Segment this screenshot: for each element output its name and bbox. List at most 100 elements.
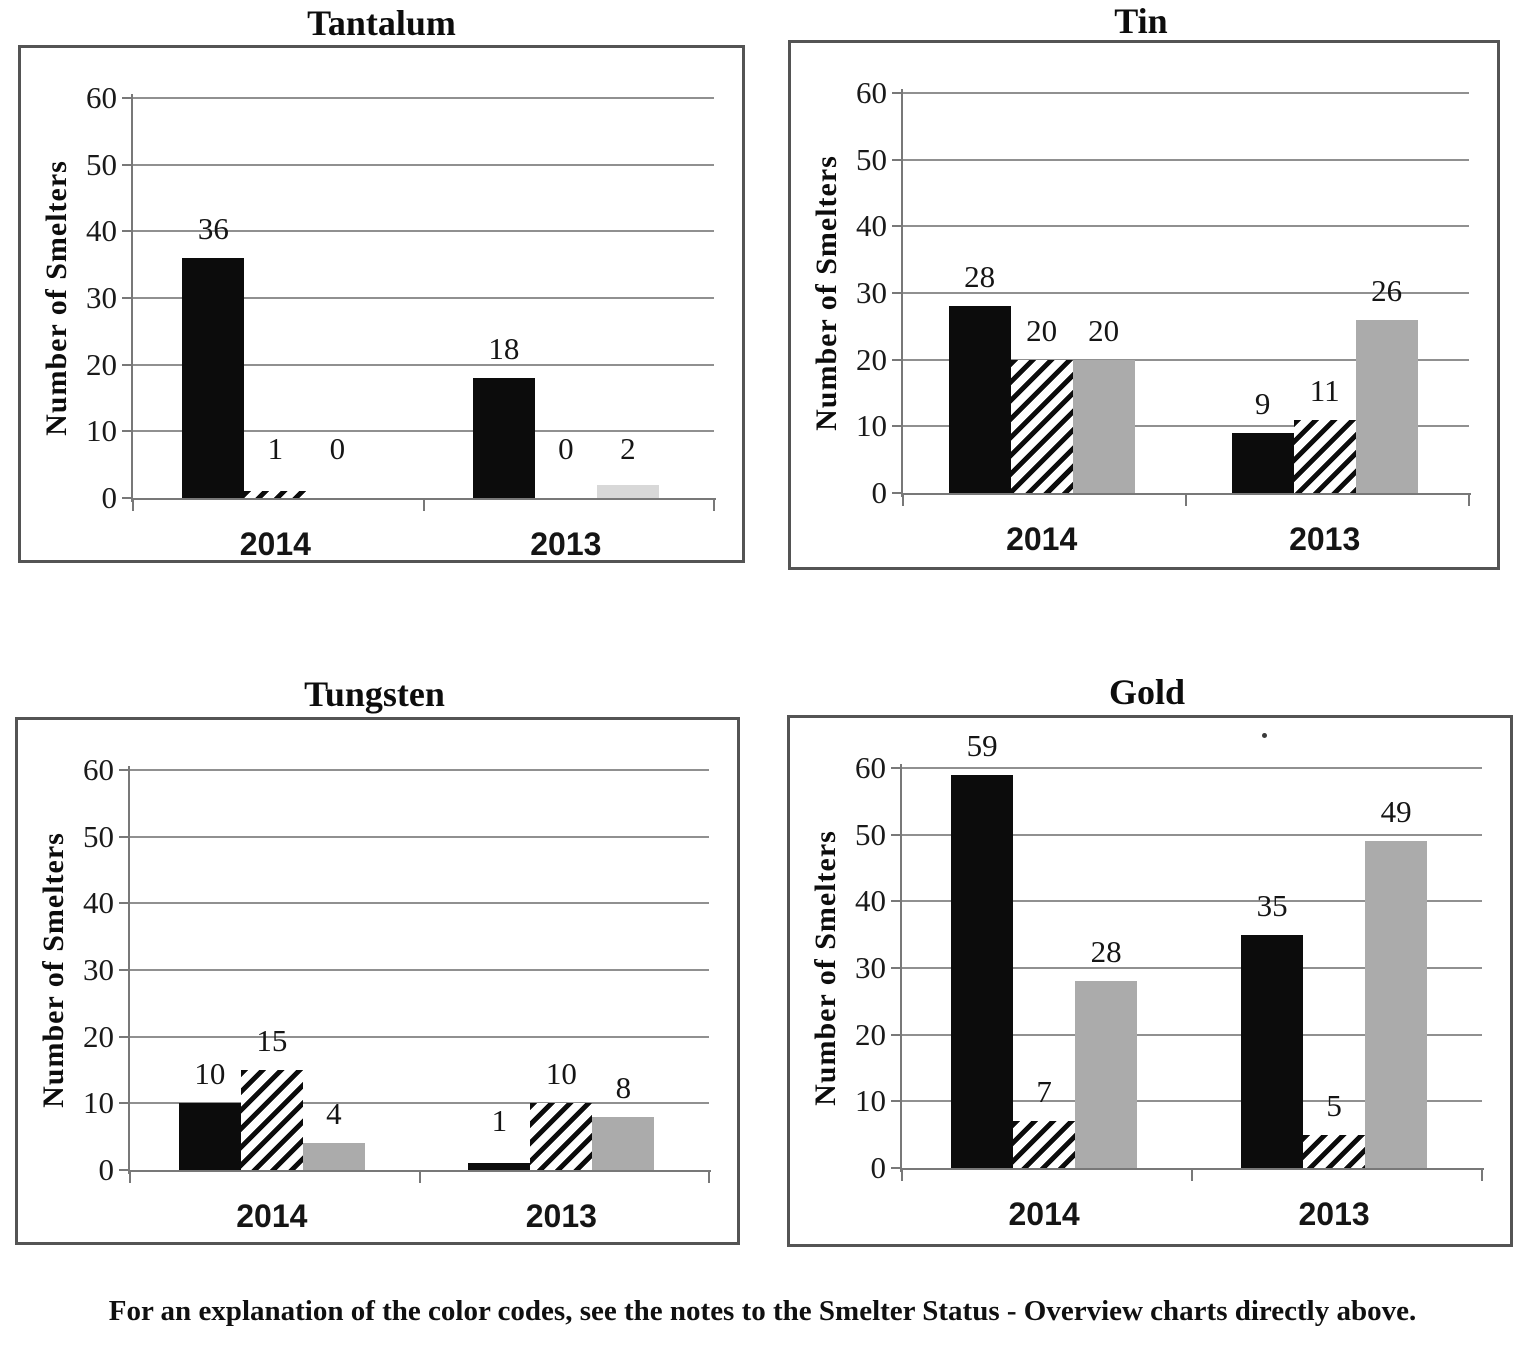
- y-tick-label: 20: [855, 1016, 886, 1052]
- x-category-label-2013: 2013: [1289, 521, 1361, 557]
- gridline: [903, 358, 1469, 361]
- gridline: [902, 767, 1482, 769]
- bar-gray-2013: [592, 1116, 655, 1170]
- value-label-gray-2014: 28: [1090, 934, 1122, 970]
- x-tick-mark: [1481, 1168, 1483, 1181]
- x-category-label-2014: 2014: [239, 526, 311, 562]
- y-tick-mark: [119, 902, 130, 905]
- value-label-hatched-2013: 10: [545, 1056, 577, 1092]
- value-label-gray-2014: 20: [1088, 312, 1120, 348]
- y-tick-label: 20: [86, 346, 117, 382]
- gridline: [902, 1033, 1482, 1036]
- y-tick-mark: [891, 900, 902, 903]
- gridline: [133, 230, 714, 233]
- value-label-black-2013: 1: [491, 1103, 508, 1138]
- x-tick-mark: [1191, 1168, 1193, 1181]
- x-category-label-2013: 2013: [525, 1198, 597, 1234]
- y-tick-mark: [891, 1033, 902, 1036]
- x-axis-line: [902, 1168, 1484, 1170]
- x-tick-mark: [902, 493, 904, 506]
- gridline: [903, 292, 1469, 294]
- gridline: [133, 97, 714, 99]
- y-tick-mark: [892, 358, 903, 361]
- y-tick-mark: [122, 297, 133, 299]
- y-tick-label: 50: [83, 818, 114, 854]
- y-tick-mark: [891, 833, 902, 836]
- chart-title-tantalum: Tantalum: [307, 3, 456, 43]
- y-tick-mark: [122, 363, 133, 366]
- bar-hatched-2014: [240, 1070, 303, 1170]
- gridline: [902, 967, 1482, 969]
- chart-title-tin: Tin: [1114, 1, 1168, 41]
- y-tick-label: 10: [83, 1085, 114, 1121]
- chart-area-tin: 0 10 20 30 40 50 60 Number of Smelters 28 20 20 201…: [788, 40, 1500, 570]
- value-label-black-2013: 9: [1254, 386, 1271, 421]
- y-tick-mark: [892, 225, 903, 228]
- bar-gray-2013: [1355, 319, 1418, 493]
- bar-hatched-2014: [1013, 1121, 1076, 1168]
- gridline: [903, 425, 1469, 428]
- y-tick-mark: [892, 158, 903, 161]
- y-tick-label: 20: [856, 341, 887, 377]
- bar-gray-2014: [1075, 981, 1138, 1168]
- gridline: [130, 969, 709, 971]
- value-label-gray-2013: 26: [1371, 272, 1403, 308]
- y-tick-label: 10: [856, 408, 887, 444]
- value-label-hatched-2014: 1: [267, 431, 284, 466]
- gridline: [130, 902, 709, 905]
- bar-hatched-2013: [1293, 419, 1356, 493]
- y-axis-title: Number of Smelters: [810, 155, 843, 431]
- chart-title-gold: Gold: [1108, 672, 1186, 712]
- y-tick-mark: [891, 1100, 902, 1103]
- bar-black-2013: [468, 1163, 531, 1170]
- y-tick-mark: [119, 835, 130, 838]
- gridline: [130, 769, 709, 771]
- bar-gray-2013: [596, 484, 659, 498]
- y-tick-label: 0: [101, 480, 118, 515]
- y-tick-mark: [122, 230, 133, 233]
- bar-hatched-2014: [1010, 359, 1073, 493]
- gridline: [133, 363, 714, 366]
- bar-black-2013: [472, 378, 535, 498]
- value-label-gray-2013: 2: [620, 431, 636, 466]
- gridline: [130, 835, 709, 838]
- bar-black-2013: [1231, 433, 1294, 493]
- y-tick-label: 50: [86, 146, 117, 182]
- y-tick-label: 40: [83, 885, 114, 921]
- value-label-black-2014: 59: [966, 727, 998, 763]
- value-label-hatched-2013: 0: [558, 431, 574, 466]
- y-tick-mark: [122, 497, 133, 499]
- caption-text: For an explanation of the color codes, s…: [108, 1295, 1417, 1327]
- y-tick-mark: [119, 769, 130, 771]
- gridline: [902, 1100, 1482, 1103]
- y-tick-label: 10: [86, 413, 117, 449]
- chart-area-tantalum: 0 10 20 30 40 50 60 Number of Smelters 36 1 0 2014 1…: [18, 45, 745, 563]
- x-tick-mark: [708, 1170, 710, 1183]
- x-tick-mark: [422, 498, 425, 511]
- x-tick-mark: [129, 1170, 131, 1183]
- bar-hatched-2013: [1303, 1134, 1366, 1168]
- x-category-label-2014: 2014: [236, 1198, 308, 1234]
- y-tick-label: 50: [856, 141, 887, 177]
- y-tick-mark: [119, 969, 130, 971]
- y-tick-label: 40: [856, 208, 887, 244]
- y-tick-mark: [891, 1167, 902, 1169]
- y-tick-label: 10: [855, 1083, 886, 1119]
- x-axis-line: [903, 493, 1471, 495]
- bar-black-2014: [948, 306, 1011, 493]
- value-label-gray-2014: 4: [326, 1096, 342, 1132]
- gridline: [903, 225, 1469, 228]
- gridline: [133, 163, 714, 166]
- value-label-hatched-2014: 20: [1026, 312, 1058, 348]
- y-tick-mark: [122, 430, 133, 433]
- value-label-black-2013: 18: [488, 331, 520, 366]
- x-category-label-2014: 2014: [1006, 521, 1078, 557]
- y-tick-label: 60: [86, 80, 117, 115]
- bar-black-2014: [182, 258, 245, 498]
- x-tick-mark: [713, 498, 715, 511]
- stray-dot: [1262, 733, 1267, 738]
- x-tick-mark: [1185, 493, 1187, 506]
- y-tick-label: 0: [870, 1150, 887, 1185]
- bar-gray-2014: [1072, 359, 1135, 493]
- value-label-black-2013: 35: [1256, 887, 1288, 923]
